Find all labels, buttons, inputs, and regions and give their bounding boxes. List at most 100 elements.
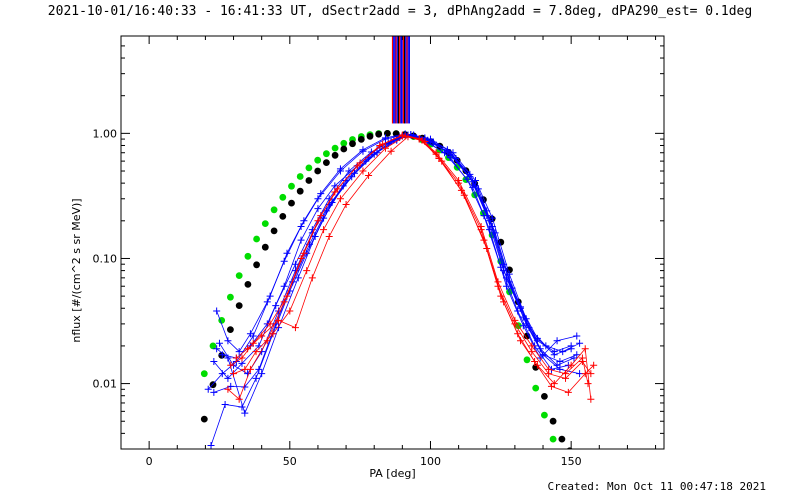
data-point — [500, 298, 508, 306]
data-point — [357, 136, 365, 143]
data-point — [359, 146, 367, 154]
data-point — [584, 380, 592, 388]
series-line — [210, 135, 569, 446]
data-point — [331, 144, 339, 152]
data-point — [488, 214, 496, 222]
data-point — [553, 337, 561, 345]
data-point — [275, 324, 283, 332]
series-5 — [207, 132, 572, 449]
data-point — [200, 415, 208, 423]
data-point — [296, 173, 304, 180]
data-point — [224, 374, 232, 382]
series-layer — [200, 130, 598, 449]
plot-frame — [120, 35, 665, 450]
data-point — [483, 207, 491, 215]
data-point — [564, 388, 572, 396]
x-tick-label: 0 — [146, 455, 153, 468]
data-point — [334, 185, 342, 193]
data-point — [279, 193, 287, 201]
data-point — [328, 199, 336, 207]
data-point — [314, 217, 322, 225]
data-point — [323, 159, 330, 167]
data-point — [294, 274, 302, 282]
data-point — [331, 151, 339, 159]
data-point — [303, 267, 311, 275]
data-point — [570, 354, 578, 362]
data-point — [266, 320, 274, 328]
data-point — [545, 365, 553, 373]
data-point — [566, 447, 573, 449]
data-point — [366, 132, 374, 140]
data-point — [261, 220, 269, 228]
series-7 — [213, 130, 584, 417]
data-point — [252, 374, 260, 382]
data-point — [356, 159, 364, 167]
series-8 — [204, 130, 575, 393]
data-point — [227, 361, 235, 369]
data-point — [533, 361, 541, 369]
data-point — [381, 144, 389, 152]
data-point — [213, 307, 221, 315]
data-point — [533, 334, 541, 342]
data-point — [221, 401, 229, 409]
data-point — [590, 361, 598, 369]
series-9 — [210, 131, 581, 382]
data-point — [336, 195, 344, 203]
data-point — [567, 361, 575, 369]
data-point — [283, 249, 291, 257]
data-point — [469, 183, 477, 191]
data-point — [296, 187, 304, 195]
data-point — [258, 370, 266, 378]
data-point — [218, 351, 226, 359]
data-point — [253, 235, 260, 243]
data-point — [305, 164, 313, 172]
data-point — [300, 249, 308, 257]
data-point — [261, 243, 269, 251]
data-point — [522, 315, 530, 323]
data-point — [558, 435, 566, 443]
tick-layer: 0 50 100 150 0.01 0.10 1.00 — [93, 35, 664, 468]
data-point — [235, 302, 243, 309]
data-point — [446, 154, 454, 162]
data-point — [224, 354, 232, 362]
data-point — [491, 229, 499, 237]
data-point — [443, 146, 451, 154]
data-point — [209, 342, 217, 350]
data-point — [567, 345, 575, 353]
data-point — [340, 145, 348, 153]
data-point — [227, 326, 234, 333]
data-point — [542, 342, 550, 350]
data-point — [314, 205, 322, 213]
data-point — [288, 199, 295, 207]
data-point — [244, 252, 252, 260]
x-axis-title: PA [deg] — [369, 467, 415, 480]
data-point — [272, 302, 280, 310]
data-point — [500, 260, 508, 268]
data-point — [286, 307, 294, 315]
data-point — [270, 227, 278, 235]
data-point — [323, 150, 330, 158]
data-point — [270, 206, 278, 214]
data-point — [511, 316, 519, 324]
data-point — [541, 393, 548, 400]
data-point — [528, 342, 536, 350]
data-point — [263, 337, 271, 345]
data-point — [532, 384, 540, 392]
data-point — [359, 167, 367, 175]
data-point — [249, 332, 257, 340]
data-point — [519, 322, 527, 330]
data-point — [317, 190, 325, 198]
data-point — [550, 351, 558, 359]
x-tick-label: 50 — [283, 455, 297, 468]
data-point — [486, 226, 494, 234]
data-point — [340, 139, 348, 147]
spike-layer — [391, 36, 410, 124]
data-point — [305, 177, 313, 184]
data-point — [541, 411, 548, 419]
data-point — [280, 298, 288, 306]
series-line — [227, 135, 592, 400]
data-point — [227, 293, 234, 301]
x-tick-label: 150 — [561, 455, 582, 468]
data-point — [291, 260, 299, 268]
